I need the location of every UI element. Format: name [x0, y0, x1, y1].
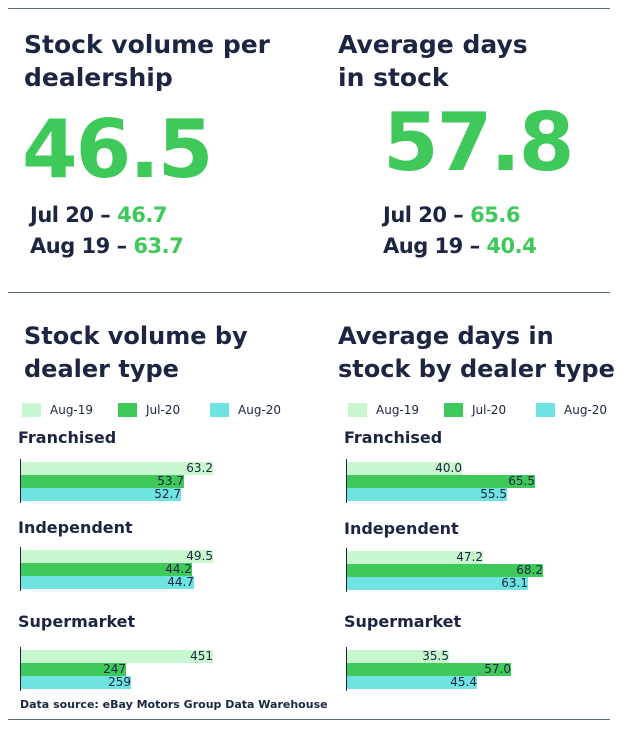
category-axis — [346, 548, 347, 592]
legend-swatch — [444, 403, 463, 417]
bar-jul-20 — [347, 475, 535, 488]
legend-swatch — [22, 403, 41, 417]
chart-legend: Aug-19 Jul-20 Aug-20 — [348, 402, 625, 418]
bar-aug-19 — [21, 650, 213, 663]
bar-aug-20 — [347, 488, 507, 501]
bar-value-label: 451 — [190, 649, 213, 663]
category-axis — [20, 547, 21, 591]
bar-value-label: 68.2 — [516, 563, 543, 577]
cmp-value: 40.4 — [486, 234, 537, 258]
bar-value-label: 247 — [103, 662, 126, 676]
chart-stock-volume-title-line2: dealer type — [24, 355, 179, 383]
kpi-stock-volume-title-line2: dealership — [24, 63, 173, 92]
category-label: Supermarket — [18, 612, 136, 631]
cmp-value: 65.6 — [470, 203, 520, 227]
legend-swatch — [348, 403, 367, 417]
kpi-avg-days-value: 57.8 — [383, 96, 574, 189]
bar-value-label: 44.2 — [165, 562, 192, 576]
kpi-avg-days-title: Average days in stock — [338, 28, 528, 94]
data-source-note: Data source: eBay Motors Group Data Ware… — [20, 698, 328, 711]
bar-aug-19 — [21, 550, 213, 563]
category-axis — [346, 647, 347, 691]
legend-label: Aug-20 — [564, 403, 608, 417]
bar-jul-20 — [347, 564, 543, 577]
bar-jul-20 — [21, 663, 126, 676]
bar-value-label: 44.7 — [167, 575, 194, 589]
bar-value-label: 40.0 — [435, 461, 462, 475]
chart-avg-days-title: Average days in stock by dealer type — [338, 320, 615, 386]
bar-aug-19 — [21, 462, 213, 475]
category-label: Franchised — [344, 428, 443, 447]
chart-stock-volume-title: Stock volume by dealer type — [24, 320, 248, 386]
bar-value-label: 63.2 — [186, 461, 213, 475]
legend-label: Jul-20 — [472, 403, 507, 417]
legend-label: Jul-20 — [146, 403, 181, 417]
legend-swatch — [118, 403, 137, 417]
category-label: Supermarket — [344, 612, 462, 631]
kpi-avg-days-title-line2: in stock — [338, 63, 449, 92]
chart-legend: Aug-19 Jul-20 Aug-20 — [22, 402, 302, 418]
category-axis — [20, 459, 21, 503]
kpi-avg-days-title-line1: Average days — [338, 30, 528, 59]
kpi-stock-volume-cmp-aug19: Aug 19 – 63.7 — [30, 231, 184, 262]
cmp-label: Aug 19 – — [383, 234, 487, 258]
bottom-divider — [8, 719, 610, 720]
kpi-avg-days-comparisons: Jul 20 – 65.6 Aug 19 – 40.4 — [383, 200, 537, 262]
cmp-value: 46.7 — [117, 203, 167, 227]
chart-avg-days-title-line1: Average days in — [338, 322, 554, 350]
kpi-avg-days-cmp-aug19: Aug 19 – 40.4 — [383, 231, 537, 262]
cmp-label: Aug 19 – — [30, 234, 134, 258]
category-axis — [20, 647, 21, 691]
bar-aug-19 — [347, 462, 462, 475]
kpi-avg-days-cmp-jul20: Jul 20 – 65.6 — [383, 200, 536, 231]
category-label: Independent — [344, 519, 459, 538]
bar-value-label: 259 — [108, 675, 131, 689]
middle-divider — [8, 292, 610, 293]
category-label: Independent — [18, 518, 133, 537]
bar-value-label: 57.0 — [484, 662, 511, 676]
bar-value-label: 49.5 — [186, 549, 213, 563]
bar-jul-20 — [347, 663, 511, 676]
chart-stock-volume-title-line1: Stock volume by — [24, 322, 248, 350]
bar-aug-20 — [21, 676, 131, 689]
bar-value-label: 55.5 — [480, 487, 507, 501]
legend-swatch — [210, 403, 229, 417]
bar-value-label: 35.5 — [422, 649, 449, 663]
bar-value-label: 63.1 — [501, 576, 528, 590]
legend-label: Aug-19 — [376, 403, 420, 417]
bar-value-label: 65.5 — [508, 474, 535, 488]
bar-value-label: 45.4 — [450, 675, 477, 689]
cmp-label: Jul 20 – — [383, 203, 471, 227]
bar-value-label: 53.7 — [157, 474, 184, 488]
cmp-label: Jul 20 – — [30, 203, 118, 227]
kpi-stock-volume-title: Stock volume per dealership — [24, 28, 270, 94]
bar-jul-20 — [21, 563, 192, 576]
bar-aug-20 — [347, 676, 477, 689]
bar-aug-20 — [21, 576, 194, 589]
legend-label: Aug-20 — [238, 403, 282, 417]
kpi-stock-volume-value: 46.5 — [22, 103, 213, 196]
kpi-stock-volume-cmp-jul20: Jul 20 – 46.7 — [30, 200, 183, 231]
cmp-value: 63.7 — [133, 234, 184, 258]
legend-label: Aug-19 — [50, 403, 94, 417]
bar-aug-20 — [347, 577, 528, 590]
kpi-stock-volume-comparisons: Jul 20 – 46.7 Aug 19 – 63.7 — [30, 200, 184, 262]
bar-value-label: 47.2 — [456, 550, 483, 564]
bar-aug-20 — [21, 488, 181, 501]
category-label: Franchised — [18, 428, 117, 447]
bar-aug-19 — [347, 650, 449, 663]
category-axis — [346, 459, 347, 503]
bar-jul-20 — [21, 475, 184, 488]
bar-value-label: 52.7 — [154, 487, 181, 501]
kpi-stock-volume-title-line1: Stock volume per — [24, 30, 271, 59]
chart-avg-days-title-line2: stock by dealer type — [338, 355, 615, 383]
legend-swatch — [536, 403, 555, 417]
bar-aug-19 — [347, 551, 483, 564]
top-divider — [8, 8, 610, 9]
